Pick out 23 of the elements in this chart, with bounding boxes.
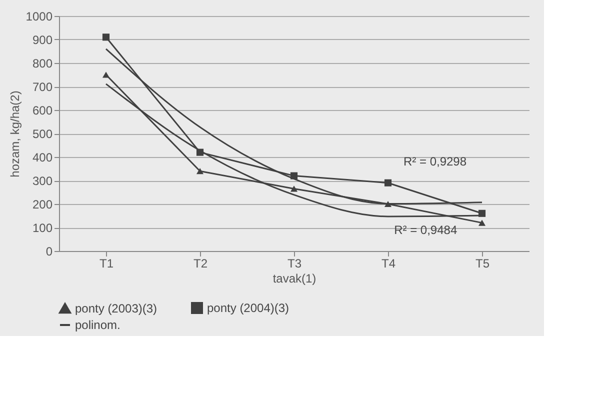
x-tick-label: T2 <box>193 256 208 270</box>
y-tick-label: 300 <box>32 174 53 188</box>
legend-label: ponty (2004)(3) <box>207 301 290 315</box>
x-tick-label: T3 <box>287 256 302 270</box>
x-axis-title: tavak(1) <box>272 272 316 286</box>
y-tick-label: 800 <box>32 56 53 70</box>
y-tick-label: 100 <box>32 221 53 235</box>
y-tick-label: 200 <box>32 198 53 212</box>
legend-label: polinom. <box>75 318 120 332</box>
legend-label: ponty (2003)(3) <box>75 301 158 316</box>
annotation: R² = 0,9298 <box>403 154 467 169</box>
y-tick-label: 1000 <box>26 10 53 24</box>
y-tick-label: 600 <box>32 104 53 118</box>
annotation: R² = 0,9484 <box>394 222 458 237</box>
x-tick-label: T5 <box>475 256 490 270</box>
y-tick-label: 700 <box>32 80 53 94</box>
y-axis-title: hozam, kg/ha(2) <box>8 90 22 178</box>
x-tick-label: T1 <box>99 256 114 270</box>
y-tick-label: 500 <box>32 127 53 141</box>
y-tick-label: 0 <box>46 244 53 258</box>
y-tick-label: 400 <box>32 150 53 164</box>
x-tick-label: T4 <box>381 256 396 270</box>
y-tick-label: 900 <box>32 33 53 47</box>
